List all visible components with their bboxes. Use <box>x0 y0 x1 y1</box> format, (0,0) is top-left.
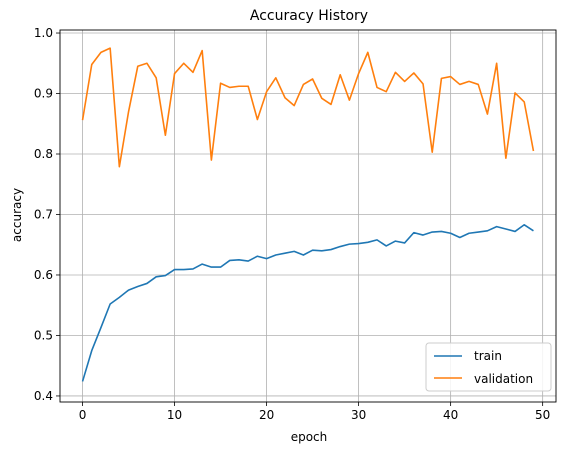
plot-frame <box>59 29 557 403</box>
x-tick-label: 30 <box>351 408 366 422</box>
y-axis: 0.4 0.5 0.6 0.7 0.8 0.9 1.0 <box>34 26 60 403</box>
legend-label-validation: validation <box>474 372 533 386</box>
y-tick-label: 0.5 <box>34 328 53 342</box>
series-line-validation <box>81 47 535 168</box>
series-layer <box>81 47 535 382</box>
y-tick-label: 1.0 <box>34 26 53 40</box>
legend-box <box>425 342 552 392</box>
y-tick-label: 0.8 <box>34 147 53 161</box>
chart-title: Accuracy History <box>250 8 368 24</box>
legend-label-train: train <box>474 349 502 363</box>
x-tick-label: 0 <box>79 408 87 422</box>
x-tick-label: 50 <box>535 408 550 422</box>
y-tick-label: 0.6 <box>34 268 53 282</box>
x-axis: 0 10 20 30 40 50 <box>79 402 550 422</box>
series-line-train <box>81 223 534 382</box>
y-tick-label: 0.9 <box>34 87 53 101</box>
x-tick-label: 40 <box>443 408 458 422</box>
y-tick-label: 0.7 <box>34 207 53 221</box>
y-tick-label: 0.4 <box>34 389 53 403</box>
x-tick-label: 10 <box>167 408 182 422</box>
legend: train validation <box>425 342 552 392</box>
x-axis-label: epoch <box>291 430 328 444</box>
y-axis-label: accuracy <box>10 188 24 242</box>
x-tick-label: 20 <box>259 408 274 422</box>
